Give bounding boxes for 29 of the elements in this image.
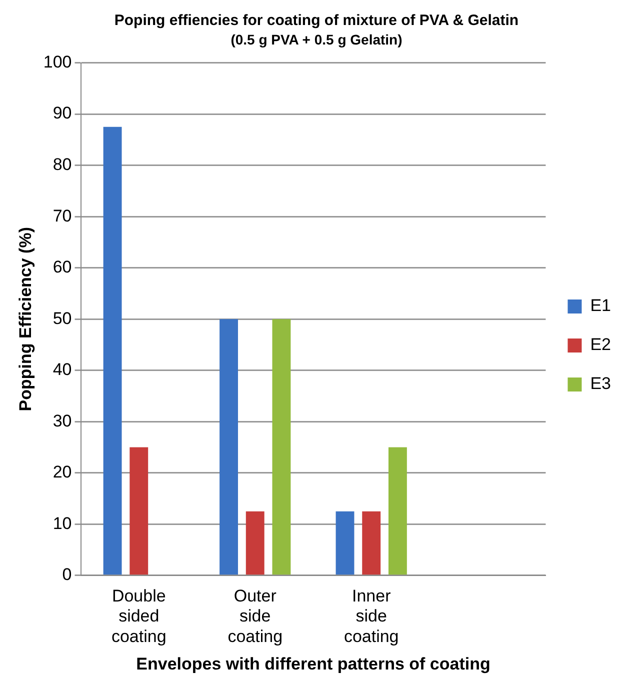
y-tick-label: 50 <box>52 308 72 328</box>
x-tick-label: Outer side coating <box>228 586 283 646</box>
legend-label: E1 <box>590 296 612 316</box>
x-tick-label: Inner side coating <box>344 586 399 646</box>
chart-title: Poping effiencies for coating of mixture of PVA & Gelatin <box>114 12 519 30</box>
bar <box>336 511 354 575</box>
y-tick-label: 30 <box>52 411 72 430</box>
y-tick-label: 60 <box>52 258 72 277</box>
legend-label: E3 <box>590 374 612 394</box>
x-tick-label: Double sided coating <box>111 586 166 646</box>
bar <box>388 447 407 575</box>
bar <box>220 319 238 575</box>
y-tick-label: 100 <box>43 52 72 72</box>
chart-subtitle: (0.5 g PVA + 0.5 g Gelatin) <box>230 31 402 48</box>
x-axis-title: Envelopes with different patterns of coating <box>136 654 490 674</box>
bar <box>272 319 291 575</box>
bar <box>246 511 264 575</box>
y-tick-label: 90 <box>52 104 72 123</box>
bar <box>362 511 381 575</box>
y-tick-label: 0 <box>62 565 72 584</box>
y-tick-label: 40 <box>52 360 72 380</box>
legend-label: E2 <box>590 335 612 354</box>
y-tick-label: 80 <box>52 155 72 174</box>
bar <box>130 447 148 575</box>
bar <box>103 126 122 575</box>
y-tick-label: 10 <box>52 514 72 533</box>
y-tick-label: 20 <box>52 462 72 482</box>
y-tick-label: 70 <box>52 206 72 226</box>
y-axis-title: Popping Efficiency (%) <box>16 227 35 412</box>
